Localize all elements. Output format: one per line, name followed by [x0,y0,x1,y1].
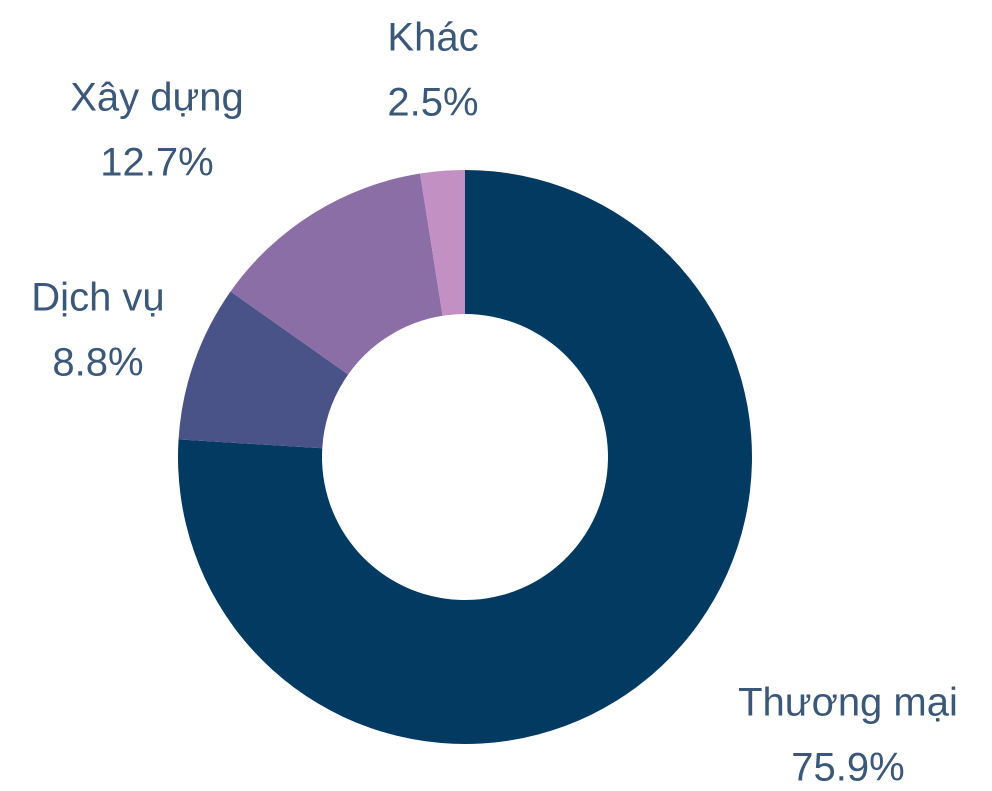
value-label: 8.8% [52,341,143,385]
value-label: 2.5% [387,81,478,125]
category-label: Xây dựng [70,76,244,120]
donut-slice [177,170,753,744]
category-label: Thương mại [738,681,958,725]
donut-slice [420,170,465,316]
donut-slice [178,291,349,449]
category-label: Dịch vụ [31,276,164,320]
value-label: 12.7% [100,141,213,185]
category-label: Khác [387,16,478,60]
value-label: 75.9% [791,746,904,790]
donut-slice [230,173,443,375]
